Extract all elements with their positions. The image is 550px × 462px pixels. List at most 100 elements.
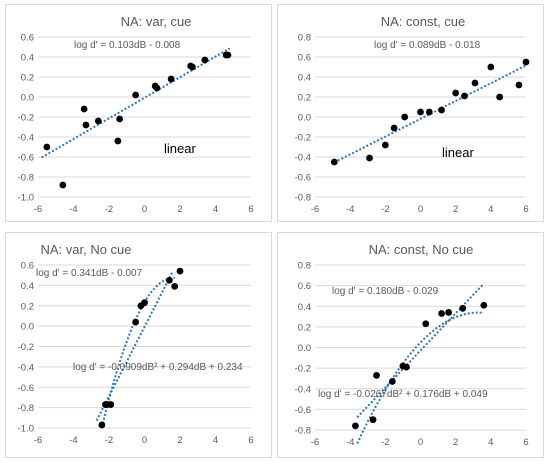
- chart-panel-var-cue: NA: var, cue -1.0 -0.8 -0.6 -0.4 -0.2 0.0 0.2 0…: [5, 4, 272, 222]
- chart-title: NA: const, No cue: [369, 242, 474, 257]
- data-point: [417, 108, 424, 116]
- quadratic-trend-equation-label: log d' = -0.0909dB² + 0.294dB + 0.234: [73, 362, 243, 373]
- y-tick-label: 0.6: [298, 53, 311, 64]
- y-tick-label: -0.6: [295, 173, 311, 184]
- y-tick-label: 0.2: [21, 301, 34, 312]
- data-point: [171, 282, 179, 290]
- trend-equation-label: log d' = 0.103dB - 0.008: [74, 40, 181, 51]
- data-point: [224, 51, 232, 59]
- x-tick-label: 6: [248, 435, 253, 446]
- data-point: [487, 63, 495, 71]
- data-point: [452, 89, 460, 97]
- quadratic-trend-equation-label: log d' = -0.0267dB² + 0.176dB + 0.049: [318, 389, 488, 400]
- x-tick-label: 4: [213, 204, 218, 215]
- y-tick-label: 0.8: [298, 33, 311, 44]
- x-tick-label: 4: [488, 437, 493, 448]
- x-tick-label: 0: [142, 204, 147, 215]
- y-tick-label: 0.6: [298, 281, 311, 292]
- data-point: [165, 276, 173, 284]
- data-point: [461, 92, 468, 100]
- linear-trendline: [41, 47, 231, 159]
- x-tick-label: 6: [523, 437, 528, 448]
- y-tick-label: 0.6: [21, 33, 34, 44]
- data-point: [153, 84, 161, 92]
- x-tick-label: -2: [105, 435, 113, 446]
- data-point: [43, 143, 51, 151]
- y-tick-label: 0.6: [21, 261, 34, 272]
- x-tick-label: 6: [523, 204, 528, 215]
- x-tick-label: -2: [105, 204, 113, 215]
- x-tick-label: 4: [488, 204, 493, 215]
- data-point: [132, 91, 140, 99]
- data-point: [438, 310, 445, 317]
- trend-type-label: linear: [164, 141, 196, 156]
- y-tick-label: -1.0: [18, 424, 34, 435]
- y-tick-label: 0.0: [21, 322, 34, 333]
- linear-trend-equation-label: log d' = 0.341dB - 0.007: [36, 268, 143, 279]
- data-point: [107, 401, 115, 408]
- data-point: [390, 124, 398, 132]
- x-tick-label: 0: [142, 435, 147, 446]
- y-tick-label: -0.8: [295, 426, 311, 437]
- data-point: [480, 301, 488, 309]
- y-tick-label: -0.8: [18, 403, 34, 414]
- chart-panel-var-nocue: NA: var, No cue -1.0 -0.8 -0.6 -0.4 -0.2 0.0 0…: [5, 232, 272, 458]
- y-tick-label: -0.4: [295, 153, 311, 164]
- y-tick-label: 0.4: [21, 281, 34, 292]
- trend-type-label: linear: [442, 145, 474, 160]
- quadratic-trendline: [100, 277, 175, 428]
- trend-equation-label: log d' = 0.089dB - 0.018: [374, 40, 481, 51]
- chart-title: NA: const, cue: [381, 14, 466, 29]
- data-point: [82, 121, 90, 129]
- chart-panel-const-cue: NA: const, cue -0.8 -0.6 -0.4 -0.2 0.0 0.2 0.4…: [277, 4, 544, 222]
- y-tick-label: -0.2: [18, 113, 34, 124]
- data-point: [403, 363, 410, 371]
- chart-var-nocue: NA: var, No cue -1.0 -0.8 -0.6 -0.4 -0.2 0.0 0…: [18, 242, 254, 446]
- data-point: [116, 115, 124, 123]
- x-tick-label: -4: [69, 204, 77, 215]
- data-point: [94, 117, 102, 125]
- x-tick-label: -4: [346, 204, 354, 215]
- data-point: [201, 56, 209, 64]
- y-tick-label: 0.2: [298, 93, 311, 104]
- data-point: [438, 106, 445, 114]
- x-tick-label: -6: [311, 204, 319, 215]
- y-tick-label: 0.0: [21, 93, 34, 104]
- data-point: [80, 105, 88, 113]
- y-tick-label: 0.4: [298, 73, 311, 84]
- x-tick-label: 0: [418, 437, 423, 448]
- x-tick-label: -6: [34, 435, 42, 446]
- data-point: [515, 81, 523, 89]
- x-tick-label: 6: [248, 204, 253, 215]
- x-tick-label: -6: [34, 204, 42, 215]
- x-tick-label: -2: [381, 437, 389, 448]
- y-tick-label: -0.4: [18, 133, 34, 144]
- y-tick-label: -0.4: [295, 384, 311, 395]
- data-point: [167, 75, 175, 83]
- y-tick-label: 0.8: [298, 261, 311, 272]
- data-point: [401, 113, 409, 121]
- data-point: [330, 158, 338, 166]
- data-point: [176, 267, 184, 275]
- data-point: [496, 93, 504, 101]
- y-tick-label: -0.2: [295, 133, 311, 144]
- data-point: [459, 304, 467, 312]
- y-tick-label: -0.6: [295, 405, 311, 416]
- y-tick-label: 0.0: [298, 113, 311, 124]
- x-tick-label: -4: [346, 437, 354, 448]
- data-point: [445, 309, 453, 316]
- y-tick-label: 0.0: [298, 343, 311, 354]
- x-tick-label: 0: [418, 204, 423, 215]
- data-point: [522, 58, 530, 66]
- data-point: [366, 154, 373, 162]
- chart-const-cue: NA: const, cue -0.8 -0.6 -0.4 -0.2 0.0 0.2 0.4…: [295, 14, 530, 215]
- x-tick-label: 2: [177, 435, 182, 446]
- y-tick-label: -0.8: [18, 173, 34, 184]
- data-point: [114, 137, 122, 145]
- x-tick-label: 2: [177, 204, 182, 215]
- y-tick-label: -0.8: [295, 193, 311, 204]
- y-tick-label: -0.2: [295, 364, 311, 375]
- data-point: [471, 79, 479, 87]
- data-point: [422, 320, 430, 328]
- chart-title: NA: var, No cue: [40, 242, 131, 257]
